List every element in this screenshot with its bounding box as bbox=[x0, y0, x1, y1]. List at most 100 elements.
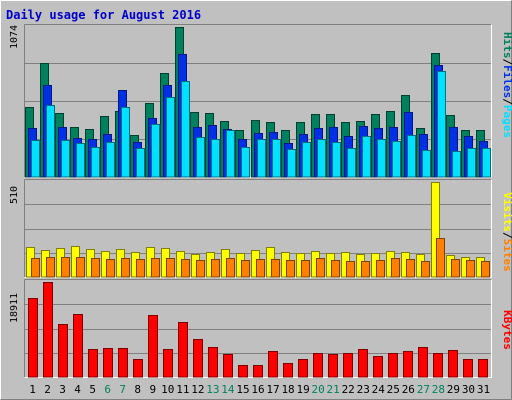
bar-sites-day-6 bbox=[106, 259, 115, 278]
bar-pages-day-31 bbox=[482, 148, 491, 178]
bar-kbytes-day-30 bbox=[463, 359, 473, 378]
bar-kbytes-day-25 bbox=[388, 353, 398, 378]
legend-visits: Visits bbox=[501, 192, 512, 232]
bar-kbytes-day-10 bbox=[163, 349, 173, 378]
bar-pages-day-4 bbox=[76, 143, 85, 178]
bar-kbytes-day-14 bbox=[223, 354, 233, 378]
bar-sites-day-23 bbox=[361, 261, 370, 278]
bar-pages-day-16 bbox=[257, 139, 266, 178]
bar-pages-day-9 bbox=[151, 124, 160, 178]
bar-pages-day-5 bbox=[91, 147, 100, 178]
x-tick-label: 31 bbox=[477, 383, 490, 396]
bar-sites-day-2 bbox=[46, 257, 55, 278]
x-tick-label: 11 bbox=[176, 383, 189, 396]
x-tick-label: 7 bbox=[119, 383, 126, 396]
bar-sites-day-8 bbox=[136, 259, 145, 278]
bar-pages-day-11 bbox=[181, 81, 190, 178]
bar-sites-day-9 bbox=[151, 258, 160, 278]
x-tick-label: 30 bbox=[462, 383, 475, 396]
x-tick-label: 13 bbox=[206, 383, 219, 396]
bar-kbytes-day-5 bbox=[88, 349, 98, 378]
x-tick-label: 9 bbox=[149, 383, 156, 396]
bar-sites-day-14 bbox=[226, 258, 235, 278]
bar-pages-day-12 bbox=[196, 137, 205, 178]
bar-sites-day-7 bbox=[121, 258, 130, 278]
bar-pages-day-23 bbox=[362, 136, 371, 178]
bar-pages-day-17 bbox=[272, 139, 281, 178]
bar-pages-day-22 bbox=[347, 148, 356, 178]
x-tick-label: 24 bbox=[372, 383, 386, 396]
bar-pages-day-15 bbox=[241, 147, 250, 178]
bar-pages-day-6 bbox=[106, 142, 115, 178]
x-tick-label: 10 bbox=[161, 383, 174, 396]
bar-sites-day-10 bbox=[166, 258, 175, 278]
bar-pages-day-20 bbox=[317, 139, 326, 178]
x-tick-label: 4 bbox=[74, 383, 81, 396]
bar-kbytes-day-11 bbox=[178, 322, 188, 378]
bar-sites-day-22 bbox=[346, 261, 355, 278]
legend-pages: Pages bbox=[501, 105, 512, 138]
bar-sites-day-18 bbox=[286, 260, 295, 278]
bar-sites-day-29 bbox=[451, 259, 460, 278]
bar-sites-day-24 bbox=[376, 260, 385, 278]
legend-files: Files bbox=[501, 65, 512, 98]
bar-kbytes-day-23 bbox=[358, 349, 368, 378]
bar-sites-day-31 bbox=[481, 261, 490, 278]
bar-kbytes-day-27 bbox=[418, 347, 428, 378]
legend-separator: / bbox=[501, 59, 512, 66]
bar-pages-day-21 bbox=[332, 142, 341, 178]
bar-sites-day-20 bbox=[316, 258, 325, 278]
legend-hits: Hits bbox=[501, 32, 512, 59]
x-tick-label: 21 bbox=[327, 383, 340, 396]
bar-kbytes-day-2 bbox=[43, 282, 53, 378]
bar-kbytes-day-9 bbox=[148, 315, 158, 378]
bar-sites-day-4 bbox=[76, 257, 85, 278]
x-tick-label: 16 bbox=[251, 383, 264, 396]
x-tick-label: 18 bbox=[281, 383, 294, 396]
bar-kbytes-day-21 bbox=[328, 354, 338, 378]
x-tick-label: 27 bbox=[417, 383, 430, 396]
x-tick-label: 15 bbox=[236, 383, 249, 396]
bar-kbytes-day-18 bbox=[283, 363, 293, 378]
bar-kbytes-day-28 bbox=[433, 353, 443, 378]
x-tick-label: 1 bbox=[29, 383, 36, 396]
x-tick-label: 22 bbox=[342, 383, 355, 396]
x-tick-label: 14 bbox=[221, 383, 235, 396]
bar-sites-day-12 bbox=[196, 260, 205, 278]
bar-kbytes-day-16 bbox=[253, 365, 263, 378]
x-tick-label: 17 bbox=[266, 383, 279, 396]
bar-kbytes-day-6 bbox=[103, 348, 113, 378]
bar-sites-day-3 bbox=[61, 257, 70, 278]
y-max-label: 18911 bbox=[9, 293, 20, 323]
bar-pages-day-25 bbox=[392, 141, 401, 178]
bar-kbytes-day-7 bbox=[118, 348, 128, 378]
bar-kbytes-day-12 bbox=[193, 339, 203, 378]
panel-kbytes: 18911 KBytes bbox=[9, 279, 512, 378]
bar-sites-day-26 bbox=[406, 259, 415, 278]
bar-kbytes-day-15 bbox=[238, 365, 248, 378]
x-tick-label: 28 bbox=[432, 383, 445, 396]
x-tick-label: 12 bbox=[191, 383, 204, 396]
bar-kbytes-day-31 bbox=[478, 359, 488, 378]
bar-kbytes-day-26 bbox=[403, 351, 413, 378]
bar-pages-day-7 bbox=[121, 107, 130, 178]
bar-sites-day-5 bbox=[91, 258, 100, 278]
bar-sites-day-11 bbox=[181, 259, 190, 278]
bar-kbytes-day-1 bbox=[28, 298, 38, 378]
bar-sites-day-30 bbox=[466, 260, 475, 278]
bar-kbytes-day-29 bbox=[448, 350, 458, 378]
bar-kbytes-day-22 bbox=[343, 353, 353, 378]
bar-pages-day-30 bbox=[467, 148, 476, 178]
bar-sites-day-1 bbox=[31, 258, 40, 278]
panel-sites-visits: 510 Visits/Sites bbox=[9, 179, 512, 278]
x-tick-label: 2 bbox=[44, 383, 51, 396]
bar-pages-day-1 bbox=[31, 140, 40, 178]
chart-panels: 1074Hits/Files/Pages510Visits/Sites18911… bbox=[9, 24, 512, 396]
bar-kbytes-day-13 bbox=[208, 347, 218, 378]
legend-separator: / bbox=[501, 98, 512, 105]
legend-sites: Sites bbox=[501, 239, 512, 272]
